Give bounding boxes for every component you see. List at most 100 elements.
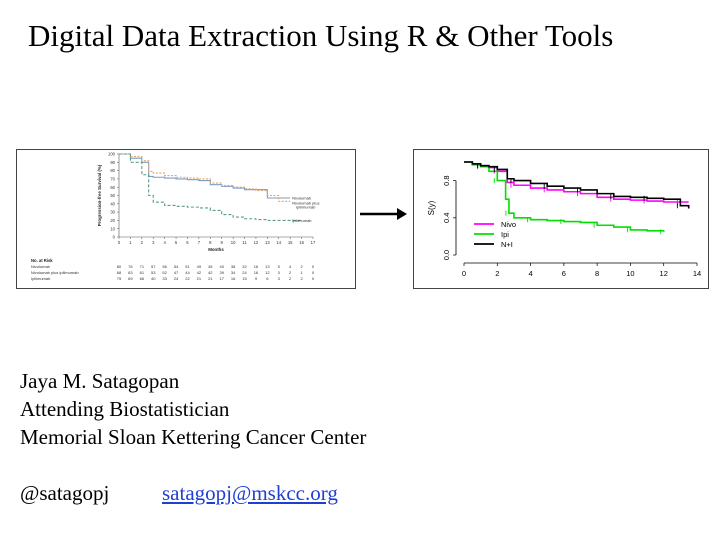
km-curve-nivolumab-plus-ipilimumab: [119, 153, 291, 202]
x-tick-label: 12: [254, 240, 259, 245]
risk-count: 1: [300, 270, 303, 275]
risk-count: 12: [265, 270, 270, 275]
risk-count: 61: [140, 270, 145, 275]
legend-label: Nivolumab plus: [292, 200, 319, 205]
x-tick-label: 9: [221, 240, 224, 245]
risk-count: 34: [231, 270, 236, 275]
y-tick-label: 0: [113, 235, 116, 240]
x-tick-label: 13: [265, 240, 270, 245]
x-tick-label: 7: [198, 240, 201, 245]
risk-count: 16: [254, 264, 259, 269]
x-tick-label: 11: [242, 240, 247, 245]
risk-count: 16: [231, 276, 236, 281]
x-tick-label: 17: [311, 240, 316, 245]
km-curve-nivolumab: [119, 153, 291, 199]
legend-label: ipilimumab: [296, 205, 316, 210]
risk-count: 2: [300, 264, 303, 269]
risk-count: 9: [255, 276, 258, 281]
risk-table-header: No. at Risk: [31, 258, 53, 263]
risk-count: 32: [242, 264, 247, 269]
risk-count: 21: [208, 276, 213, 281]
risk-count: 49: [197, 264, 202, 269]
risk-count: 4: [289, 264, 292, 269]
km-curve-ipi: [464, 161, 665, 232]
author-info: Jaya M. Satagopan Attending Biostatistic…: [20, 367, 366, 451]
x-tick-label: 16: [299, 240, 304, 245]
legend-label: Ipi: [501, 230, 509, 239]
y-tick-label: 20: [110, 218, 115, 223]
x-tick-label: 6: [186, 240, 189, 245]
y-tick-label: 70: [110, 177, 115, 182]
x-tick-label: 8: [595, 269, 599, 278]
risk-count: 52: [162, 270, 167, 275]
x-tick-label: 12: [660, 269, 668, 278]
x-tick-label: 2: [495, 269, 499, 278]
risk-count: 24: [242, 270, 247, 275]
email-link[interactable]: satagopj@mskcc.org: [162, 481, 338, 505]
km-curve-n-i: [464, 161, 690, 209]
y-tick-label: 90: [110, 160, 115, 165]
risk-count: 40: [151, 276, 156, 281]
risk-count: 51: [185, 264, 190, 269]
author-role: Attending Biostatistician: [20, 397, 230, 421]
y-tick-label: 50: [110, 193, 115, 198]
x-tick-label: 10: [626, 269, 634, 278]
y-tick-label: 0.8: [442, 175, 451, 185]
y-axis-label: S(y): [427, 200, 436, 215]
x-tick-label: 5: [175, 240, 178, 245]
risk-count: 44: [185, 270, 190, 275]
risk-row-label: Ipilimumab: [31, 276, 51, 281]
risk-count: 75: [117, 276, 122, 281]
x-tick-label: 8: [209, 240, 212, 245]
contact-line: @satagopj satagopj@mskcc.org: [20, 481, 338, 506]
risk-count: 53: [151, 270, 156, 275]
risk-count: 2: [289, 276, 292, 281]
risk-count: 47: [174, 270, 179, 275]
x-tick-label: 14: [693, 269, 701, 278]
legend-label: Nivolumab: [292, 195, 312, 200]
author-institution: Memorial Sloan Kettering Cancer Center: [20, 425, 367, 449]
y-tick-label: 40: [110, 201, 115, 206]
risk-count: 2: [300, 276, 303, 281]
risk-count: 0: [312, 264, 315, 269]
risk-count: 56: [162, 264, 167, 269]
y-tick-label: 0.4: [442, 213, 451, 223]
twitter-handle: @satagopj: [20, 481, 110, 505]
risk-count: 2: [289, 270, 292, 275]
y-tick-label: 80: [110, 168, 115, 173]
risk-count: 22: [185, 276, 190, 281]
x-tick-label: 0: [118, 240, 121, 245]
risk-count: 39: [219, 270, 224, 275]
risk-count: 71: [140, 264, 145, 269]
risk-count: 63: [128, 270, 133, 275]
y-tick-label: 30: [110, 210, 115, 215]
legend-label: N+I: [501, 240, 513, 249]
risk-count: 0: [312, 276, 315, 281]
risk-count: 66: [140, 276, 145, 281]
risk-count: 68: [117, 270, 122, 275]
x-tick-label: 10: [231, 240, 236, 245]
y-tick-label: 60: [110, 185, 115, 190]
risk-count: 15: [242, 276, 247, 281]
x-tick-label: 6: [562, 269, 566, 278]
risk-count: 6: [266, 276, 269, 281]
risk-count: 0: [312, 270, 315, 275]
y-tick-label: 0.0: [442, 250, 451, 260]
risk-count: 69: [128, 276, 133, 281]
risk-count: 76: [128, 264, 133, 269]
risk-count: 3: [278, 270, 281, 275]
y-axis-label: Progression-free Survival (%): [97, 164, 102, 226]
slide-title: Digital Data Extraction Using R & Other …: [28, 18, 614, 53]
x-tick-label: 4: [528, 269, 532, 278]
risk-count: 80: [117, 264, 122, 269]
y-tick-label: 100: [108, 152, 116, 157]
x-tick-label: 3: [152, 240, 155, 245]
risk-count: 38: [231, 264, 236, 269]
x-tick-label: 14: [276, 240, 281, 245]
risk-count: 33: [162, 276, 167, 281]
x-tick-label: 15: [288, 240, 293, 245]
legend-label: Ipilimumab: [292, 218, 312, 223]
y-tick-label: 10: [110, 226, 115, 231]
